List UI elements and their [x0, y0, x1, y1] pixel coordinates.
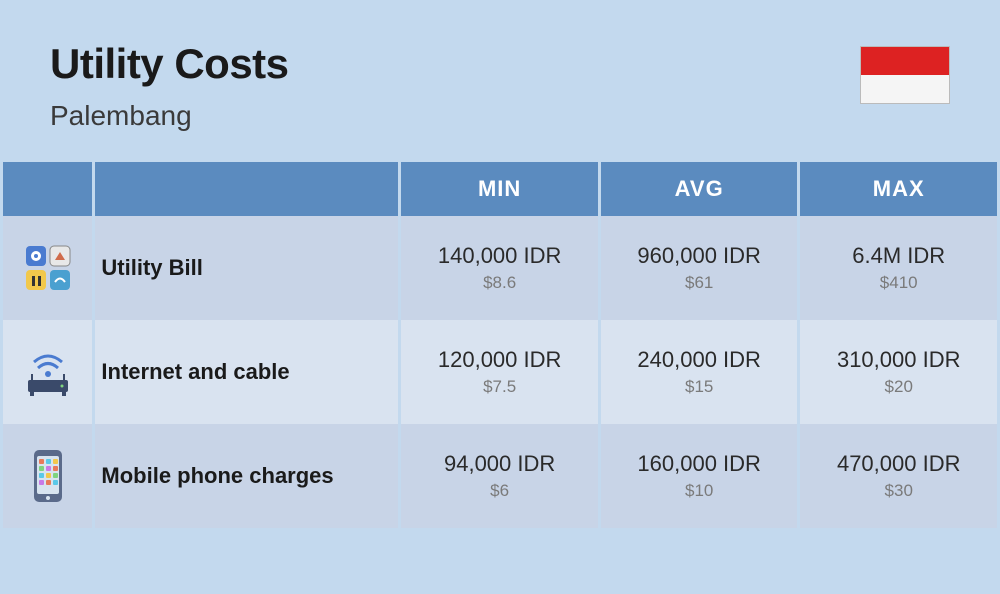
value-secondary: $20 [808, 377, 989, 397]
flag-indonesia-icon [860, 46, 950, 104]
value-secondary: $410 [808, 273, 989, 293]
value-primary: 140,000 IDR [409, 243, 590, 269]
utility-icon [11, 238, 84, 298]
row-label: Mobile phone charges [95, 424, 398, 528]
value-primary: 94,000 IDR [409, 451, 590, 477]
value-primary: 120,000 IDR [409, 347, 590, 373]
table-row: Internet and cable 120,000 IDR $7.5 240,… [3, 320, 997, 424]
row-label: Utility Bill [95, 216, 398, 320]
value-secondary: $15 [609, 377, 790, 397]
cell-avg: 960,000 IDR $61 [601, 216, 798, 320]
header: Utility Costs Palembang [0, 0, 1000, 162]
value-primary: 960,000 IDR [609, 243, 790, 269]
table-row: Mobile phone charges 94,000 IDR $6 160,0… [3, 424, 997, 528]
value-primary: 310,000 IDR [808, 347, 989, 373]
internet-icon [11, 342, 84, 402]
cell-min: 94,000 IDR $6 [401, 424, 598, 528]
cell-max: 6.4M IDR $410 [800, 216, 997, 320]
value-secondary: $30 [808, 481, 989, 501]
value-secondary: $7.5 [409, 377, 590, 397]
icon-cell [3, 424, 92, 528]
mobile-icon [11, 446, 84, 506]
cell-max: 310,000 IDR $20 [800, 320, 997, 424]
value-secondary: $6 [409, 481, 590, 501]
icon-cell [3, 216, 92, 320]
value-primary: 160,000 IDR [609, 451, 790, 477]
value-primary: 470,000 IDR [808, 451, 989, 477]
page-title: Utility Costs [50, 40, 289, 88]
icon-cell [3, 320, 92, 424]
value-secondary: $8.6 [409, 273, 590, 293]
header-blank-icon [3, 162, 92, 216]
cell-avg: 160,000 IDR $10 [601, 424, 798, 528]
value-secondary: $10 [609, 481, 790, 501]
cost-table: MIN AVG MAX [0, 162, 1000, 528]
flag-top [861, 47, 949, 75]
header-min: MIN [401, 162, 598, 216]
title-block: Utility Costs Palembang [50, 40, 289, 132]
page-subtitle: Palembang [50, 100, 289, 132]
row-label: Internet and cable [95, 320, 398, 424]
table-row: Utility Bill 140,000 IDR $8.6 960,000 ID… [3, 216, 997, 320]
table-header-row: MIN AVG MAX [3, 162, 997, 216]
cell-min: 120,000 IDR $7.5 [401, 320, 598, 424]
value-secondary: $61 [609, 273, 790, 293]
header-avg: AVG [601, 162, 798, 216]
cell-avg: 240,000 IDR $15 [601, 320, 798, 424]
header-blank-label [95, 162, 398, 216]
value-primary: 240,000 IDR [609, 347, 790, 373]
header-max: MAX [800, 162, 997, 216]
value-primary: 6.4M IDR [808, 243, 989, 269]
cell-min: 140,000 IDR $8.6 [401, 216, 598, 320]
flag-bottom [861, 75, 949, 103]
cell-max: 470,000 IDR $30 [800, 424, 997, 528]
